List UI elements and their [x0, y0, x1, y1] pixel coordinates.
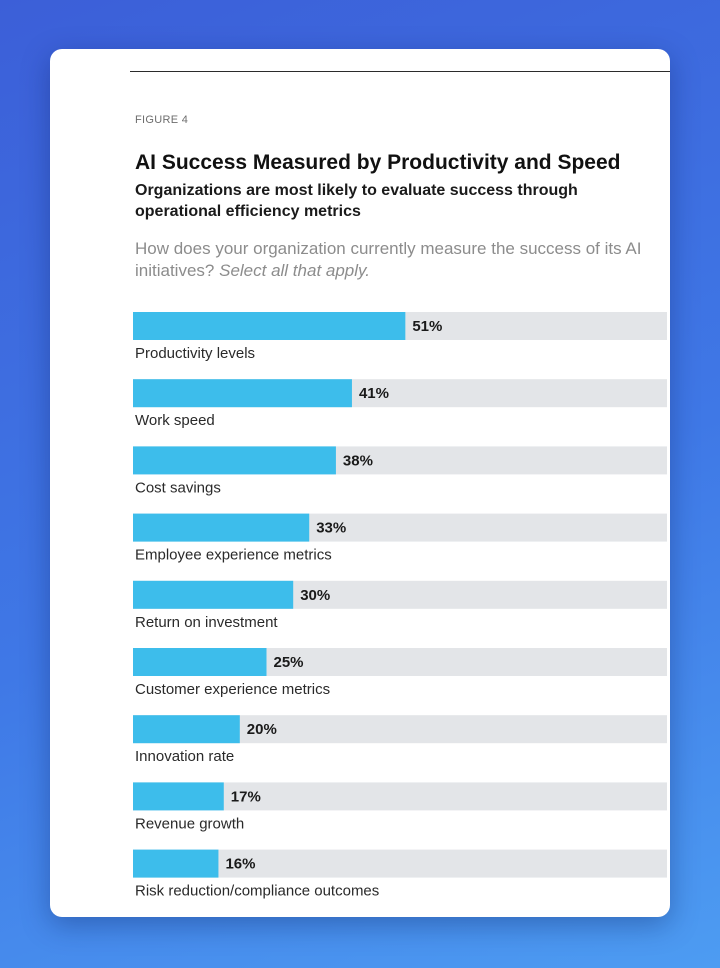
bar-row: 25% Customer experience metrics	[133, 648, 667, 698]
category-label: Work speed	[135, 412, 215, 429]
top-divider	[130, 71, 670, 72]
question-text: How does your organization currently mea…	[135, 239, 642, 280]
value-label: 38%	[343, 452, 373, 469]
value-label: 17%	[231, 788, 261, 805]
bar	[133, 312, 406, 340]
category-label: Risk reduction/compliance outcomes	[135, 883, 379, 900]
figure-card: FIGURE 4 AI Success Measured by Producti…	[50, 49, 670, 917]
chart-subtitle: Organizations are most likely to evaluat…	[135, 182, 578, 220]
value-label: 33%	[316, 520, 346, 537]
bar-row: 41% Work speed	[133, 379, 667, 429]
category-label: Employee experience metrics	[135, 547, 332, 564]
category-label: Revenue growth	[135, 815, 244, 832]
figure-label: FIGURE 4	[135, 114, 189, 126]
bar	[133, 715, 240, 744]
bar-row: 33% Employee experience metrics	[133, 513, 667, 564]
survey-question: How does your organization currently mea…	[135, 238, 660, 282]
bar-row: 30% Return on investment	[133, 580, 667, 631]
question-instruction: Select all that apply.	[219, 261, 370, 280]
bar	[133, 782, 224, 811]
bar	[133, 379, 352, 408]
bar-row: 38% Cost savings	[133, 446, 667, 496]
bar	[133, 849, 219, 878]
bar-row: 17% Revenue growth	[133, 782, 667, 832]
value-label: 51%	[412, 318, 442, 335]
value-label: 16%	[225, 856, 255, 873]
bar	[133, 648, 267, 676]
bar	[133, 580, 294, 609]
category-label: Cost savings	[135, 479, 221, 496]
value-label: 41%	[359, 385, 389, 402]
category-label: Productivity levels	[135, 345, 255, 362]
chart-title: AI Success Measured by Productivity and …	[135, 151, 621, 174]
bar-chart: 51% Productivity levels 41% Work speed 38% Co…	[133, 312, 667, 900]
bar-track	[133, 849, 667, 878]
category-label: Return on investment	[135, 614, 278, 631]
bar	[133, 513, 310, 542]
bar-row: 51% Productivity levels	[133, 312, 667, 362]
category-label: Customer experience metrics	[135, 681, 330, 698]
bar	[133, 446, 336, 475]
value-label: 30%	[300, 587, 330, 604]
value-label: 20%	[247, 721, 277, 738]
category-label: Innovation rate	[135, 748, 234, 765]
bar-row: 20% Innovation rate	[133, 715, 667, 765]
value-label: 25%	[274, 654, 304, 671]
bar-row: 16% Risk reduction/compliance outcomes	[133, 849, 667, 900]
